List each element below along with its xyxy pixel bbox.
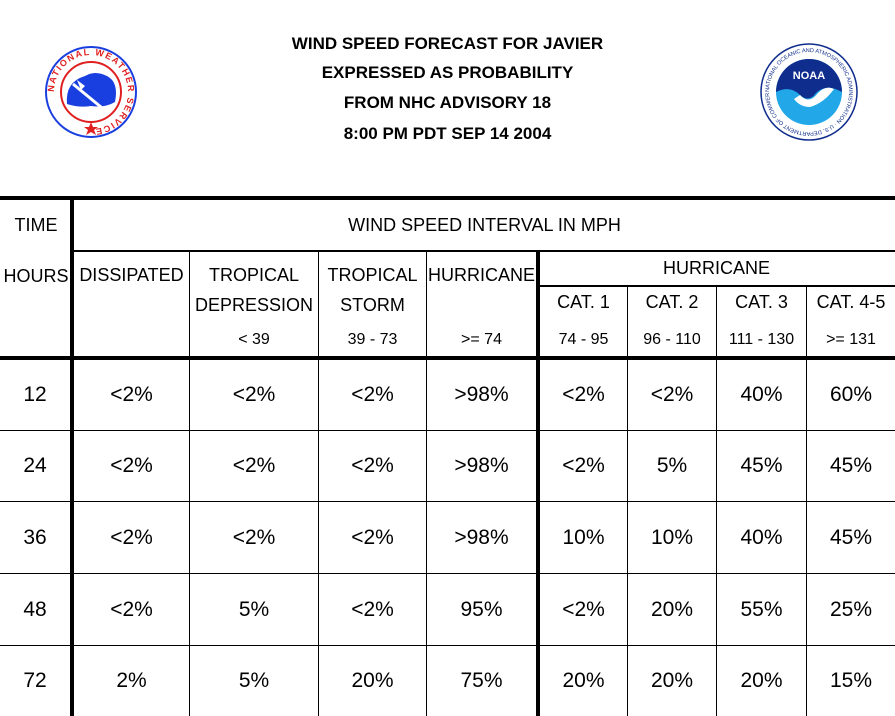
- probability-cell: 10%: [650, 525, 694, 549]
- column-divider: [189, 252, 190, 716]
- probability-cell: 95%: [460, 597, 503, 621]
- probability-cell: 25%: [829, 597, 873, 621]
- row-hour: 12: [23, 383, 47, 406]
- column-range-label: < 39: [238, 331, 270, 348]
- probability-cell: 5%: [238, 669, 270, 692]
- column-header-line1: TROPICAL: [327, 264, 418, 285]
- probability-cell: 5%: [238, 597, 270, 621]
- probability-cell: <2%: [232, 383, 276, 406]
- probability-cell: 5%: [656, 454, 688, 477]
- probability-cell: 45%: [829, 525, 873, 549]
- probability-cell: 20%: [562, 669, 605, 692]
- noaa-center-text: NOAA: [793, 70, 825, 82]
- probability-cell: <2%: [351, 383, 394, 406]
- column-divider: [716, 287, 717, 716]
- column-range-label: 39 - 73: [347, 331, 398, 348]
- probability-cell: 40%: [740, 525, 783, 549]
- column-header-line1: CAT. 3: [735, 291, 788, 312]
- column-divider: [806, 287, 807, 716]
- column-range-label: 96 - 110: [643, 331, 701, 348]
- probability-cell: 40%: [740, 383, 783, 406]
- row-hour: 48: [23, 597, 47, 621]
- time-column-rule: [70, 196, 74, 716]
- column-header-line1: CAT. 2: [645, 291, 699, 312]
- column-divider: [318, 252, 319, 716]
- row-hour: 36: [23, 525, 47, 549]
- column-header-line1: TROPICAL: [208, 264, 300, 285]
- probability-cell: <2%: [562, 383, 605, 406]
- column-range-label: 74 - 95: [558, 331, 609, 348]
- hurricane-group-rule: [536, 252, 540, 716]
- noaa-logo-icon: NATIONAL OCEANIC AND ATMOSPHERIC ADMINIS…: [758, 39, 858, 141]
- probability-cell: >98%: [454, 383, 509, 406]
- row-divider: [0, 645, 895, 646]
- probability-cell: <2%: [562, 454, 605, 477]
- hurricane-group-divider: [538, 285, 895, 287]
- table-top-rule: [0, 196, 895, 200]
- probability-cell: <2%: [110, 525, 153, 549]
- wind-speed-interval-header: WIND SPEED INTERVAL IN MPH: [348, 214, 621, 235]
- column-header-line1: CAT. 4-5: [816, 291, 886, 312]
- column-header-line2: STORM: [340, 294, 405, 315]
- probability-cell: 20%: [740, 669, 783, 692]
- header-bottom-rule: [0, 356, 895, 360]
- probability-cell: 15%: [829, 669, 873, 692]
- column-divider: [627, 287, 628, 716]
- probability-cell: <2%: [232, 525, 276, 549]
- time-header: TIME: [14, 214, 58, 235]
- header-divider: [72, 250, 895, 252]
- probability-cell: >98%: [454, 525, 509, 549]
- row-divider: [0, 573, 895, 574]
- column-header-line2: DEPRESSION: [194, 294, 314, 315]
- column-range-label: 111 - 130: [728, 331, 795, 348]
- probability-cell: <2%: [650, 383, 694, 406]
- column-header-line1: HURRICANE: [427, 264, 535, 285]
- column-range-label: >= 131: [826, 331, 876, 348]
- title-line-2: EXPRESSED AS PROBABILITY: [321, 63, 574, 82]
- probability-cell: 45%: [740, 454, 783, 477]
- probability-cell: >98%: [454, 454, 509, 477]
- probability-cell: <2%: [351, 454, 394, 477]
- probability-cell: 75%: [460, 669, 503, 692]
- column-header-line1: CAT. 1: [557, 291, 610, 312]
- probability-cell: 45%: [829, 454, 873, 477]
- probability-cell: 60%: [829, 383, 873, 406]
- column-range-label: >= 74: [461, 331, 502, 348]
- probability-cell: <2%: [110, 454, 153, 477]
- probability-cell: 55%: [740, 597, 783, 621]
- title-line-3: FROM NHC ADVISORY 18: [343, 93, 552, 112]
- hours-header: HOURS: [3, 265, 69, 286]
- probability-cell: 10%: [562, 525, 605, 549]
- column-header-line1: DISSIPATED: [79, 264, 184, 285]
- row-hour: 24: [23, 454, 47, 477]
- nws-logo-icon: NATIONAL WEATHER SERVICE: [45, 46, 137, 138]
- title-line-4: 8:00 PM PDT SEP 14 2004: [343, 124, 552, 143]
- probability-cell: <2%: [110, 383, 153, 406]
- probability-cell: <2%: [562, 597, 605, 621]
- probability-cell: <2%: [351, 597, 394, 621]
- row-divider: [0, 501, 895, 502]
- hurricane-group-header: HURRICANE: [662, 257, 770, 278]
- row-hour: 72: [23, 669, 47, 692]
- title-line-1: WIND SPEED FORECAST FOR JAVIER: [291, 34, 604, 53]
- probability-cell: <2%: [232, 454, 276, 477]
- probability-cell: <2%: [351, 525, 394, 549]
- probability-cell: 20%: [351, 669, 394, 692]
- probability-cell: 2%: [116, 669, 147, 692]
- probability-cell: 20%: [650, 669, 694, 692]
- probability-cell: 20%: [650, 597, 694, 621]
- column-divider: [426, 252, 427, 716]
- probability-cell: <2%: [110, 597, 153, 621]
- row-divider: [0, 430, 895, 431]
